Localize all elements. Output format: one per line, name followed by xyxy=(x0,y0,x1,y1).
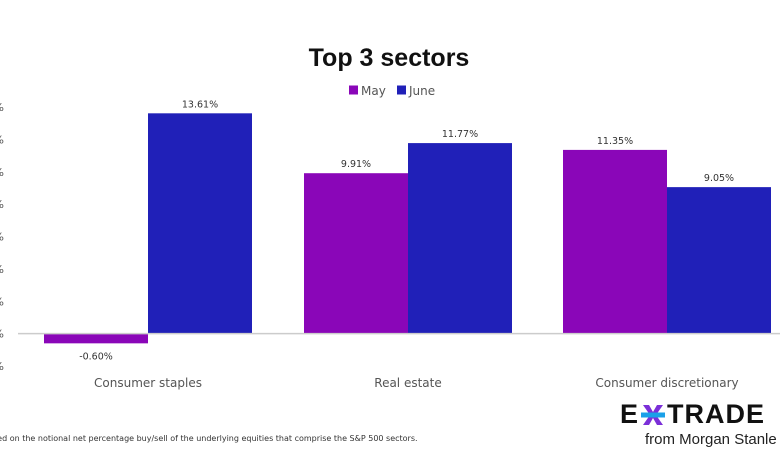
bar-june xyxy=(148,113,252,334)
legend-item-june: June xyxy=(397,84,435,98)
y-tick-label: 12% xyxy=(0,133,4,146)
data-label: 11.77% xyxy=(442,129,478,140)
y-tick-label: 2% xyxy=(0,295,4,308)
bar-june xyxy=(667,187,771,334)
bar-may xyxy=(304,173,408,334)
data-label: 9.91% xyxy=(341,159,371,170)
bars xyxy=(44,113,771,344)
etrade-x-icon xyxy=(641,404,666,425)
logo-text-trade: TRADE xyxy=(667,399,766,429)
logo-tagline: from Morgan Stanle xyxy=(645,431,777,448)
x-axis: Consumer staples Real estate Consumer disc… xyxy=(94,376,739,390)
y-tick-label: 6% xyxy=(0,231,4,244)
bar-may xyxy=(44,333,148,344)
category-label: Consumer staples xyxy=(94,376,202,390)
footnote: sed on the notional net percentage buy/s… xyxy=(0,434,418,443)
category-label: Real estate xyxy=(374,376,441,390)
legend: May June xyxy=(349,84,435,98)
legend-swatch xyxy=(349,85,358,95)
data-labels: -0.60% 13.61% 9.91% 11.77% 11.35% 9.05% xyxy=(79,99,734,362)
y-axis: 14% 12% 10% 8% 6% 4% 2% 0% -2% xyxy=(0,101,4,373)
legend-swatch xyxy=(397,85,406,95)
bar-june xyxy=(408,143,512,334)
data-label: 13.61% xyxy=(182,99,218,110)
bar-may xyxy=(563,149,667,334)
data-label: 11.35% xyxy=(597,136,633,147)
legend-item-may: May xyxy=(349,84,386,98)
chart-title: Top 3 sectors xyxy=(309,44,470,72)
legend-label: May xyxy=(361,84,386,98)
etrade-logo: E TRADE from Morgan Stanle xyxy=(620,399,777,449)
logo-x-bar xyxy=(641,412,666,417)
y-tick-label: 14% xyxy=(0,101,4,114)
y-tick-label: 8% xyxy=(0,198,4,211)
data-label: -0.60% xyxy=(79,351,113,362)
y-tick-label: 0% xyxy=(0,328,4,341)
y-tick-label: -2% xyxy=(0,360,4,373)
category-label: Consumer discretionary xyxy=(595,376,738,390)
logo-letter-e: E xyxy=(620,399,640,429)
legend-label: June xyxy=(408,84,435,98)
data-label: 9.05% xyxy=(704,173,734,184)
y-tick-label: 10% xyxy=(0,166,4,179)
y-tick-label: 4% xyxy=(0,263,4,276)
